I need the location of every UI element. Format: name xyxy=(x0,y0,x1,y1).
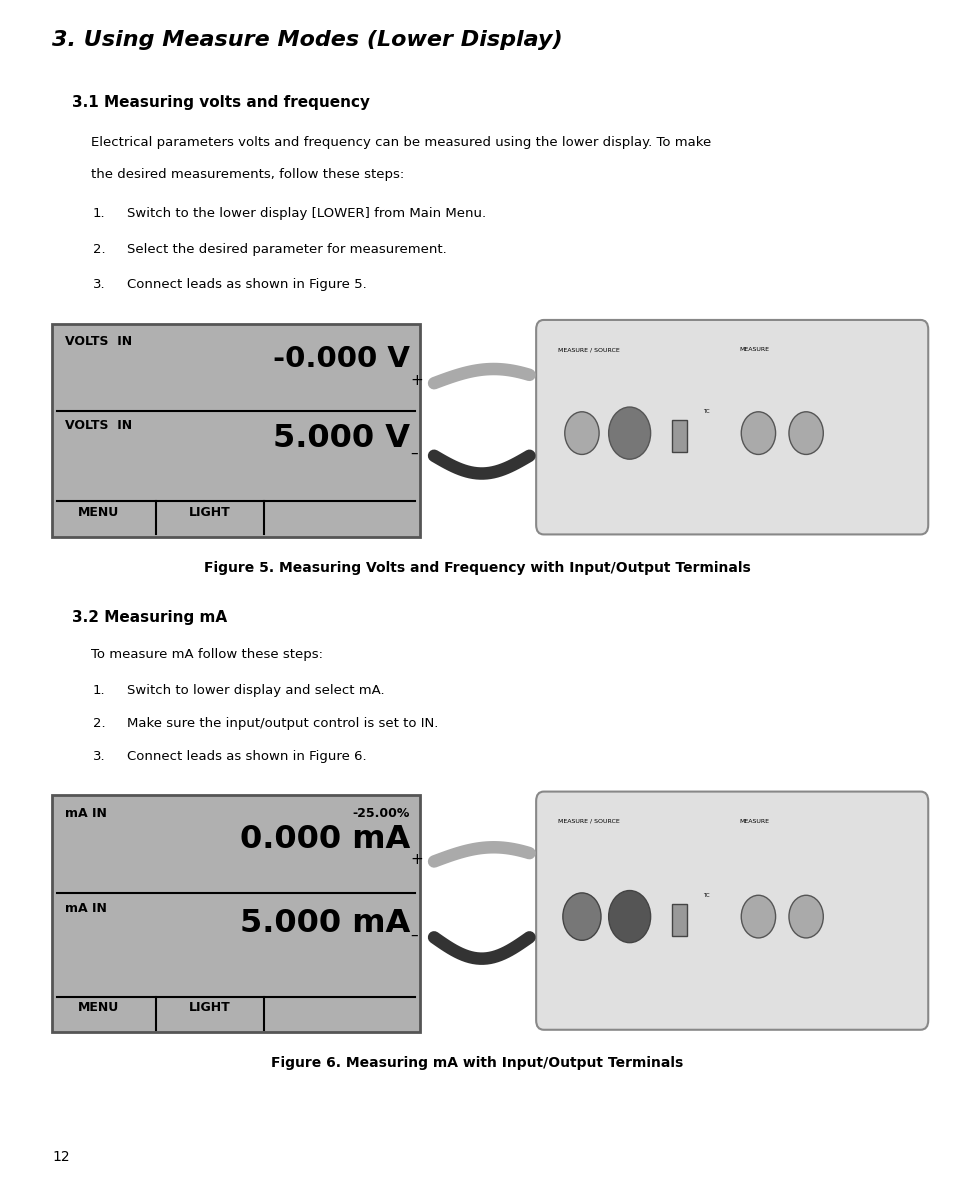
Text: 3. Using Measure Modes (Lower Display): 3. Using Measure Modes (Lower Display) xyxy=(52,30,562,50)
FancyBboxPatch shape xyxy=(52,795,419,1032)
Text: 0.000 mA: 0.000 mA xyxy=(240,824,410,854)
Text: mA IN: mA IN xyxy=(65,807,107,820)
Text: –: – xyxy=(410,928,417,942)
Text: Make sure the input/output control is set to IN.: Make sure the input/output control is se… xyxy=(127,717,437,730)
Text: 3.2 Measuring mA: 3.2 Measuring mA xyxy=(71,610,227,626)
Circle shape xyxy=(564,412,598,455)
FancyBboxPatch shape xyxy=(671,421,686,453)
Text: +: + xyxy=(410,852,422,866)
Text: the desired measurements, follow these steps:: the desired measurements, follow these s… xyxy=(91,168,403,181)
Text: Figure 6. Measuring mA with Input/Output Terminals: Figure 6. Measuring mA with Input/Output… xyxy=(271,1056,682,1070)
Text: -0.000 V: -0.000 V xyxy=(274,345,410,373)
Text: -25.00%: -25.00% xyxy=(353,807,410,820)
Circle shape xyxy=(562,893,600,941)
Text: 3.: 3. xyxy=(92,750,105,763)
Text: LIGHT: LIGHT xyxy=(189,1001,231,1014)
FancyBboxPatch shape xyxy=(536,320,927,534)
Text: Connect leads as shown in Figure 5.: Connect leads as shown in Figure 5. xyxy=(127,278,366,292)
Circle shape xyxy=(788,412,822,455)
Text: Figure 5. Measuring Volts and Frequency with Input/Output Terminals: Figure 5. Measuring Volts and Frequency … xyxy=(203,561,750,575)
Text: Electrical parameters volts and frequency can be measured using the lower displa: Electrical parameters volts and frequenc… xyxy=(91,136,710,149)
Text: mA IN: mA IN xyxy=(65,902,107,915)
Text: 2.: 2. xyxy=(92,717,105,730)
Text: 1.: 1. xyxy=(92,207,105,220)
Text: Select the desired parameter for measurement.: Select the desired parameter for measure… xyxy=(127,243,446,256)
Text: 5.000 mA: 5.000 mA xyxy=(240,908,410,939)
Text: 5.000 V: 5.000 V xyxy=(273,423,410,454)
Text: 1.: 1. xyxy=(92,684,105,697)
Text: VOLTS  IN: VOLTS IN xyxy=(65,419,132,433)
Text: –: – xyxy=(410,446,417,461)
Text: 3.: 3. xyxy=(92,278,105,292)
Text: MEASURE / SOURCE: MEASURE / SOURCE xyxy=(558,347,619,352)
Text: 3.1 Measuring volts and frequency: 3.1 Measuring volts and frequency xyxy=(71,95,369,110)
Text: 12: 12 xyxy=(52,1149,70,1164)
Circle shape xyxy=(740,896,775,939)
Text: VOLTS  IN: VOLTS IN xyxy=(65,335,132,348)
Text: MEASURE: MEASURE xyxy=(739,347,768,352)
Text: MENU: MENU xyxy=(77,506,119,519)
Circle shape xyxy=(788,896,822,939)
FancyBboxPatch shape xyxy=(52,324,419,537)
Circle shape xyxy=(608,408,650,460)
FancyBboxPatch shape xyxy=(671,904,686,936)
FancyBboxPatch shape xyxy=(536,792,927,1030)
Text: MENU: MENU xyxy=(77,1001,119,1014)
Text: LIGHT: LIGHT xyxy=(189,506,231,519)
Text: TC: TC xyxy=(702,410,708,415)
Text: MEASURE / SOURCE: MEASURE / SOURCE xyxy=(558,819,619,824)
Circle shape xyxy=(608,891,650,943)
Text: 2.: 2. xyxy=(92,243,105,256)
Text: To measure mA follow these steps:: To measure mA follow these steps: xyxy=(91,648,322,661)
Text: Connect leads as shown in Figure 6.: Connect leads as shown in Figure 6. xyxy=(127,750,366,763)
Text: +: + xyxy=(410,373,422,389)
Circle shape xyxy=(740,412,775,455)
Text: Switch to lower display and select mA.: Switch to lower display and select mA. xyxy=(127,684,384,697)
Text: MEASURE: MEASURE xyxy=(739,819,768,824)
Text: TC: TC xyxy=(702,893,708,898)
Text: Switch to the lower display [LOWER] from Main Menu.: Switch to the lower display [LOWER] from… xyxy=(127,207,485,220)
